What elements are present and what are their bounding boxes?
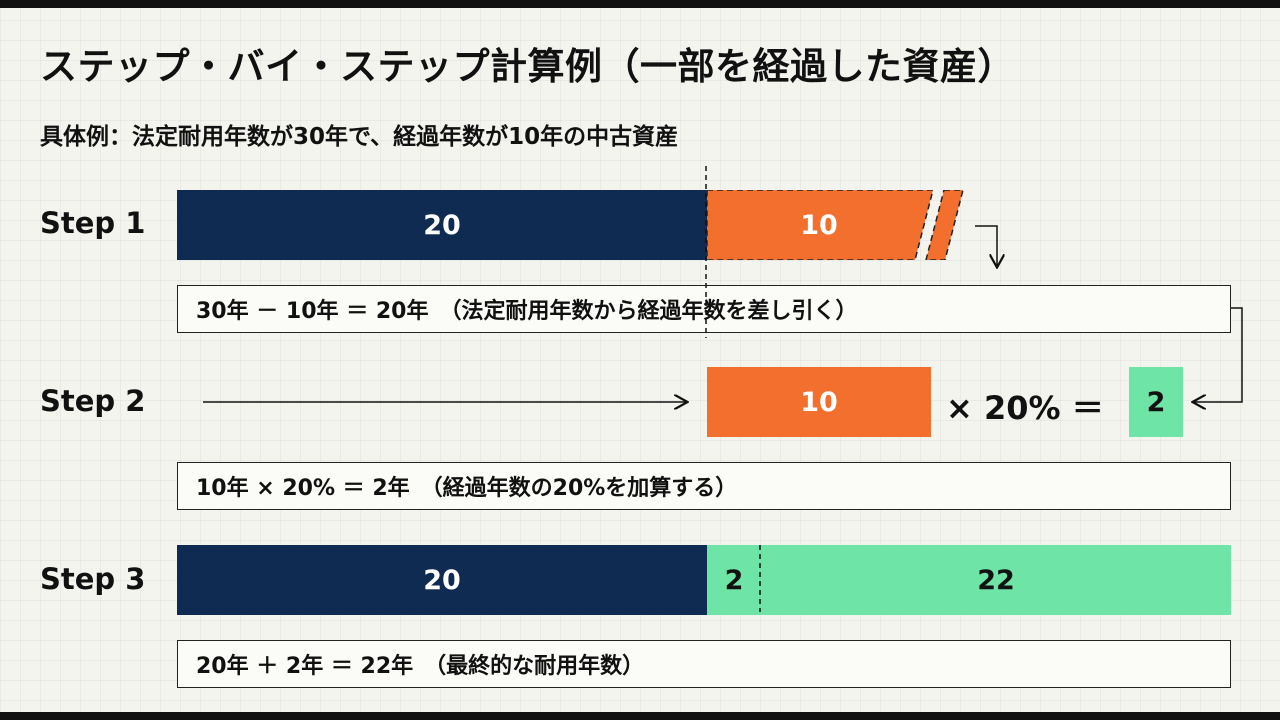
page-title: ステップ・バイ・ステップ計算例（一部を経過した資産）: [40, 45, 1015, 88]
step-3-total-value: 22: [977, 564, 1015, 596]
step-1-formula-box: 30年 － 10年 ＝ 20年 （法定耐用年数から経過年数を差し引く）: [177, 285, 1231, 333]
frame-top-border: [0, 0, 1280, 8]
frame-bottom-border: [0, 712, 1280, 720]
step-2-operation: × 20% ＝: [946, 389, 1104, 427]
step-1-formula: 30年 － 10年 ＝ 20年 （法定耐用年数から経過年数を差し引く）: [196, 299, 858, 324]
step-3-bar-total: 22: [761, 545, 1231, 615]
step-2-formula: 10年 × 20% ＝ 2年 （経過年数の20%を加算する）: [196, 476, 738, 501]
step-3-added-value: 2: [724, 564, 744, 596]
connector-step1-to-step2: [1194, 307, 1243, 402]
step-1-down-arrow: [975, 225, 997, 266]
example-subtitle: 具体例：法定耐用年数が30年で、経過年数が10年の中古資産: [40, 124, 679, 150]
step-2-label: Step 2: [40, 384, 146, 418]
step-1-bar-remaining: 20: [177, 190, 707, 260]
step-1-label: Step 1: [40, 206, 146, 240]
step-1-remaining-value: 20: [423, 209, 461, 241]
step-1-bar-elapsed: 10: [707, 190, 967, 260]
step-2-formula-box: 10年 × 20% ＝ 2年 （経過年数の20%を加算する）: [177, 462, 1231, 510]
step-3-bar-added: 2: [707, 545, 761, 615]
step-1-elapsed-value: 10: [800, 210, 838, 241]
step-2-elapsed-value: 10: [800, 386, 838, 418]
step-3-bar-base: 20: [177, 545, 707, 615]
step-3-base-value: 20: [423, 564, 461, 596]
step-3-label: Step 3: [40, 562, 146, 596]
step-2-elapsed-bar: 10: [707, 367, 931, 437]
step-2-result-box: 2: [1129, 367, 1183, 437]
step-2-result-value: 2: [1146, 386, 1166, 418]
step-1-elapsed-shape: [707, 190, 964, 260]
step-3-formula-box: 20年 ＋ 2年 ＝ 22年 （最終的な耐用年数）: [177, 640, 1231, 688]
step-3-formula: 20年 ＋ 2年 ＝ 22年 （最終的な耐用年数）: [196, 654, 645, 679]
